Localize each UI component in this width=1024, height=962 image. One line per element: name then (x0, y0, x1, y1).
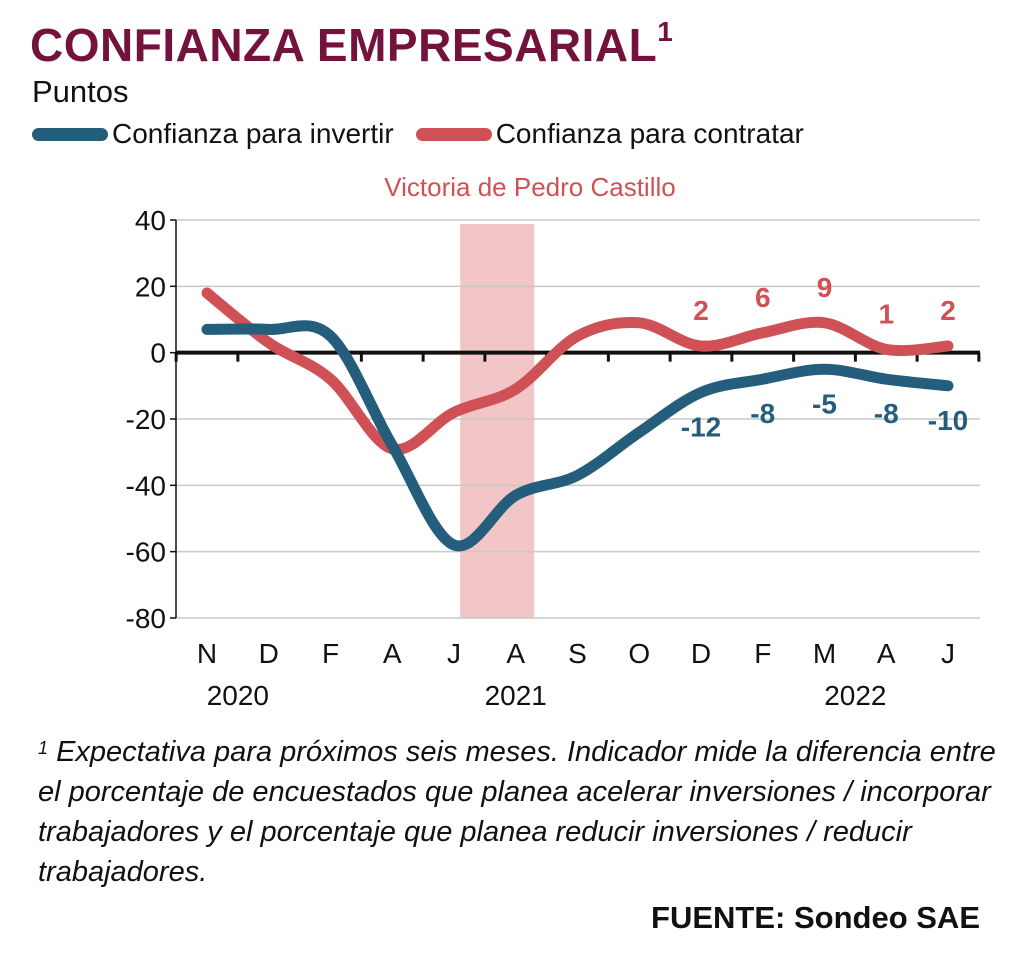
x-tick-label: J (941, 638, 955, 669)
shaded-region (460, 224, 535, 618)
chart-title: CONFIANZA EMPRESARIAL1 (30, 16, 674, 72)
data-label-contratar: 6 (755, 282, 771, 313)
chart-title-text: CONFIANZA EMPRESARIAL (30, 19, 658, 71)
footnote-text: Expectativa para próximos seis meses. In… (38, 736, 996, 888)
y-tick-label: 40 (135, 205, 166, 236)
units-label: Puntos (32, 74, 129, 109)
series-line-contratar (201, 287, 954, 455)
shaded-region-label: Victoria de Pedro Castillo (384, 172, 675, 202)
data-label-invertir: -8 (874, 398, 899, 429)
x-tick-label: J (447, 638, 461, 669)
x-tick-label: N (197, 638, 217, 669)
x-tick-label: D (691, 638, 711, 669)
legend-label-contratar: Confianza para contratar (495, 118, 804, 149)
data-label-contratar: 2 (940, 295, 956, 326)
legend-swatch-invertir (32, 127, 108, 141)
y-tick-label: -40 (126, 470, 166, 501)
source-note: FUENTE: Sondeo SAE (651, 900, 980, 935)
legend-item-invertir: Confianza para invertir (32, 118, 394, 150)
data-label-invertir: -8 (750, 398, 775, 429)
x-year-label: 2020 (207, 680, 269, 711)
data-label-contratar: 1 (878, 298, 894, 329)
x-year-label: 2022 (824, 680, 886, 711)
data-label-contratar: 9 (817, 272, 833, 303)
footnote-marker: 1 (38, 738, 49, 758)
y-tick-label: 0 (150, 338, 166, 369)
data-label-invertir: -12 (681, 411, 721, 442)
x-tick-label: O (628, 638, 650, 669)
y-tick-label: -60 (126, 537, 166, 568)
legend: Confianza para invertir Confianza para c… (32, 118, 826, 150)
footnote: 1 Expectativa para próximos seis meses. … (38, 732, 998, 892)
x-tick-label: F (322, 638, 339, 669)
x-tick-label: A (383, 638, 402, 669)
line-chart: Victoria de Pedro Castillo 40 20 0 -20 -40 -60… (126, 172, 981, 711)
data-label-contratar: 2 (693, 295, 709, 326)
x-tick-label: A (877, 638, 896, 669)
legend-swatch-contratar (415, 127, 492, 141)
x-tick-label: M (813, 638, 836, 669)
series-line-invertir (201, 320, 954, 552)
y-tick-label: -80 (126, 603, 166, 634)
data-label-invertir: -10 (928, 405, 968, 436)
legend-item-contratar: Confianza para contratar (415, 118, 804, 150)
y-tick-label: 20 (135, 271, 166, 302)
y-tick-label: -20 (126, 404, 166, 435)
x-tick-label: F (754, 638, 771, 669)
data-label-invertir: -5 (812, 388, 837, 419)
x-tick-label: S (568, 638, 587, 669)
title-footnote-marker: 1 (657, 16, 674, 47)
legend-label-invertir: Confianza para invertir (112, 118, 394, 149)
x-year-label: 2021 (485, 680, 547, 711)
x-tick-label: D (259, 638, 279, 669)
x-tick-label: A (506, 638, 525, 669)
